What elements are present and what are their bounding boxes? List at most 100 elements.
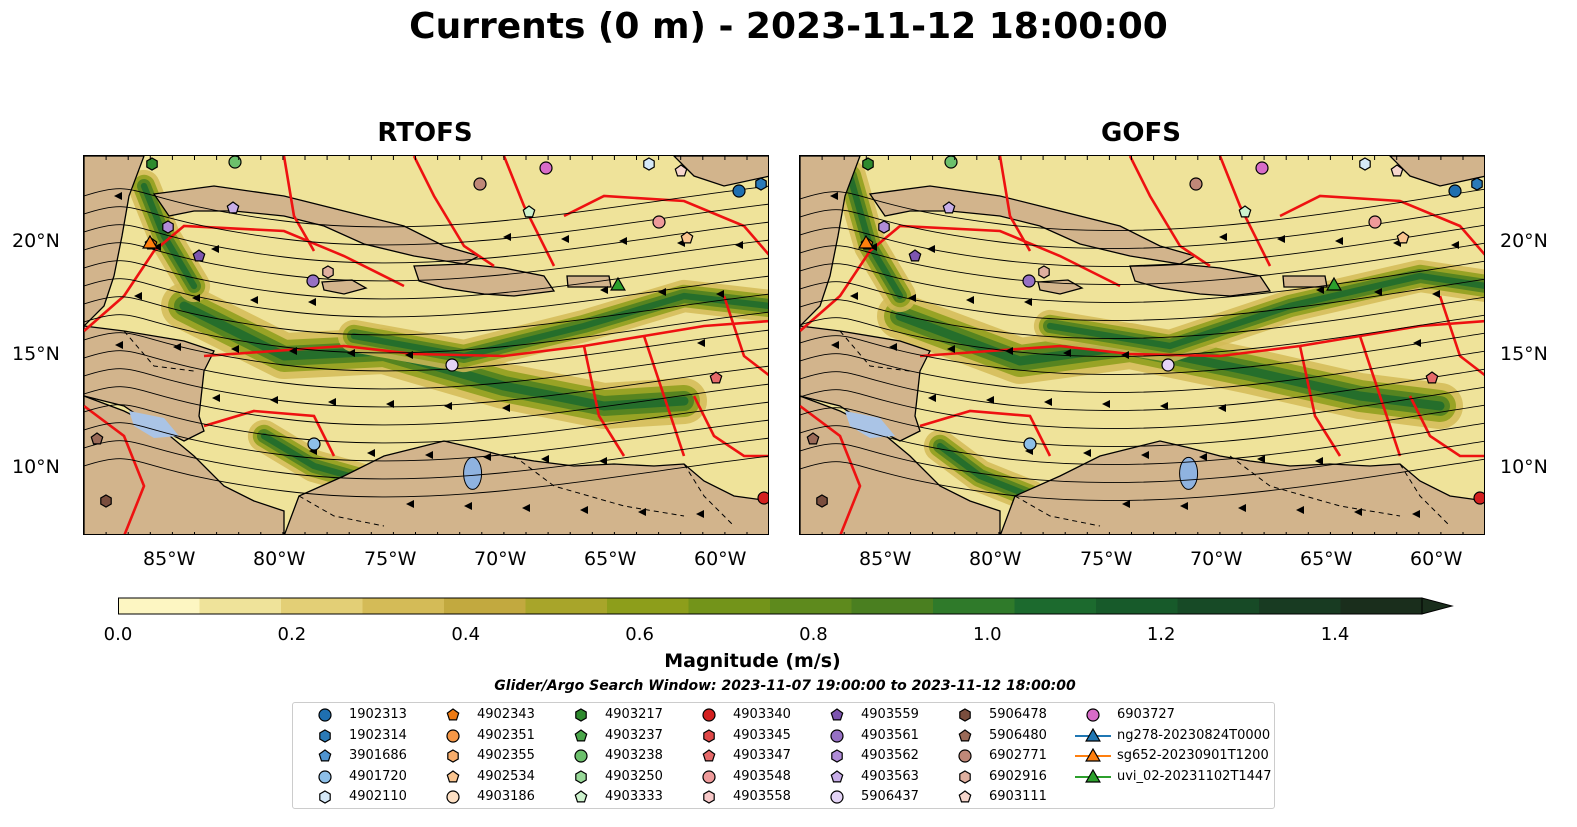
streamline-arrow	[212, 394, 220, 402]
streamline-arrow	[1296, 506, 1304, 514]
streamline	[800, 260, 1484, 304]
eez-boundary	[582, 345, 626, 457]
country-border	[1014, 495, 1101, 527]
streamline-arrow	[1413, 339, 1421, 347]
streamline-arrow	[599, 457, 607, 465]
float-marker	[652, 215, 666, 229]
float-marker	[674, 164, 688, 177]
streamline-arrow	[735, 241, 743, 249]
legend-label: 4903563	[861, 768, 919, 784]
streamline	[84, 401, 768, 444]
legend-label: 4902534	[477, 768, 535, 784]
streamline	[84, 257, 768, 300]
float-marker	[1189, 177, 1203, 191]
map-rtofs[interactable]	[83, 155, 769, 535]
streamline-arrow	[192, 294, 200, 302]
lon-label-65w-left: 65°W	[584, 548, 637, 570]
circle-marker-icon	[318, 708, 332, 722]
legend-marker	[830, 790, 844, 804]
streamline	[84, 311, 768, 354]
land-central-america	[800, 156, 861, 327]
streamline-arrow	[1315, 457, 1323, 465]
legend-marker	[318, 769, 332, 784]
circle-marker-icon	[318, 769, 332, 784]
hexagon-marker-icon	[575, 708, 587, 722]
streamline	[800, 332, 1484, 376]
float-marker	[100, 494, 112, 508]
streamline-arrow	[328, 398, 336, 406]
streamline-arrow	[1277, 235, 1285, 243]
legend-marker	[702, 769, 716, 784]
search-window-text: Glider/Argo Search Window: 2023-11-07 19…	[494, 678, 1076, 694]
streamline	[84, 293, 768, 336]
streamline-arrow	[1374, 288, 1382, 296]
streamline-arrow	[658, 288, 666, 296]
circle-marker-icon	[702, 708, 716, 722]
streamline	[84, 347, 768, 390]
float-marker	[146, 157, 158, 171]
float-marker	[1161, 358, 1175, 372]
eez-boundary	[282, 156, 316, 252]
streamline-arrow	[1180, 502, 1188, 510]
lon-label-65w-right: 65°W	[1300, 548, 1353, 570]
legend-label: 4903347	[733, 748, 791, 763]
colorbar-tick-label: 0.8	[799, 624, 828, 645]
float-marker	[306, 274, 320, 288]
streamline-arrow	[1024, 298, 1032, 306]
float-marker	[757, 491, 768, 505]
streamline-arrow	[483, 453, 491, 461]
eez-boundary	[919, 409, 1052, 457]
circle-marker-icon	[446, 790, 460, 804]
streamline-arrow	[638, 508, 646, 516]
legend-marker	[574, 790, 588, 803]
float-marker	[942, 201, 956, 214]
streamline	[800, 242, 1484, 286]
float-marker	[862, 157, 874, 171]
eez-boundary	[800, 224, 1121, 332]
streamline	[84, 329, 768, 372]
map-gofs[interactable]	[799, 155, 1485, 535]
streamline	[84, 437, 768, 480]
streamline-arrow	[289, 347, 297, 355]
circle-marker-icon	[574, 749, 588, 763]
float-marker	[1396, 231, 1410, 244]
eez-boundary	[1218, 156, 1272, 267]
circle-marker-icon	[1086, 708, 1100, 722]
legend-label: 4902343	[477, 707, 535, 722]
legend-marker	[446, 728, 460, 743]
country-border	[123, 330, 195, 372]
legend-label: 1902314	[349, 727, 407, 743]
float-marker	[1368, 215, 1382, 229]
legend-label: uvi_02-20231102T1447	[1117, 768, 1272, 784]
pentagon-marker-icon	[702, 749, 716, 762]
float-marker	[908, 249, 922, 262]
pentagon-marker-icon	[958, 790, 972, 803]
land-bahamas	[1389, 156, 1484, 187]
pentagon-marker-icon	[446, 708, 460, 721]
streamline-arrow	[308, 298, 316, 306]
streamline	[800, 404, 1484, 448]
circle-marker-icon	[702, 769, 716, 784]
legend-label: 4903186	[477, 789, 535, 804]
legend-marker	[830, 728, 844, 743]
streamline	[84, 455, 768, 498]
legend-label: 4903345	[733, 727, 791, 743]
streamline-arrow	[966, 296, 974, 304]
streamline-arrow	[1044, 398, 1052, 406]
colorbar-extend-arrow	[1421, 597, 1454, 615]
colorbar-segment	[281, 598, 363, 614]
legend-label: 5906480	[989, 727, 1047, 743]
legend-marker	[575, 708, 587, 722]
lon-label-75w-right: 75°W	[1080, 548, 1133, 570]
legend-label: 6903111	[989, 789, 1047, 804]
country-border	[683, 463, 735, 527]
float-marker	[1425, 371, 1439, 384]
streamline-arrow	[250, 296, 258, 304]
colorbar-gradient	[118, 597, 1454, 615]
legend-marker	[318, 749, 332, 762]
colorbar-segment	[1177, 598, 1260, 614]
streamline-arrow	[927, 245, 935, 253]
streamline	[84, 419, 768, 462]
streamline-arrow	[716, 290, 724, 298]
lake-maracaibo	[463, 456, 483, 490]
